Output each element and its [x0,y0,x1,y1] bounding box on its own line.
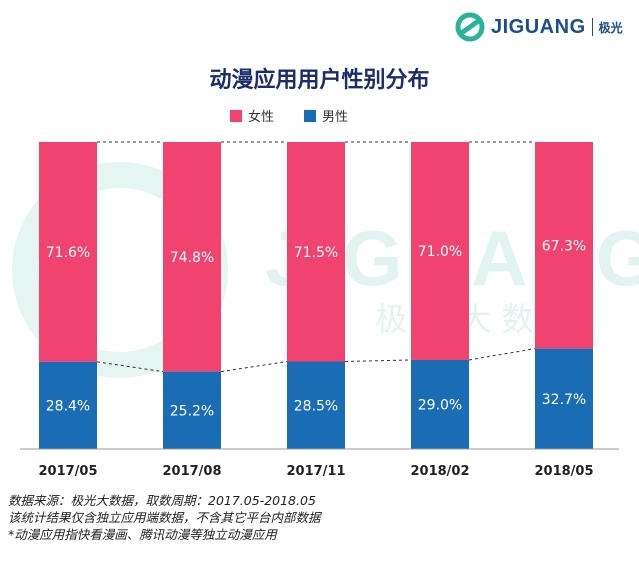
legend-item-female: 女性 [230,106,274,125]
brand-name: JIGUANG [491,15,586,38]
data-label-male: 28.4% [46,398,90,414]
x-tick-label: 2018/05 [534,464,593,479]
footnote-definition: *动漫应用指快看漫画、腾讯动漫等独立动漫应用 [8,527,277,542]
data-label-female: 74.8% [170,250,214,266]
bar-male [535,348,593,449]
jiguang-logo-icon [455,12,485,42]
legend-swatch-male [304,109,317,122]
footnote-source: 数据来源：极光大数据，取数周期：2017.05-2018.05 [8,493,316,508]
stacked-bar-chart: 71.6% 28.4% 2017/05 74.8% 25.2% 2017/08 71.5% 2… [20,141,619,479]
x-tick-label: 2017/08 [162,464,221,479]
legend-label-female: 女性 [248,110,275,125]
bar-female [287,142,345,362]
data-label-female: 67.3% [542,238,586,254]
boundary-connector-line [344,359,412,363]
brand-divider [591,18,593,36]
bar-female [163,142,221,372]
bar-male [287,361,345,449]
chart-title: 动漫应用用户性别分布 [209,68,430,93]
footnotes: 数据来源：极光大数据，取数周期：2017.05-2018.05 该统计结果仅含独… [8,492,321,543]
bar-female [39,142,97,362]
data-label-male: 29.0% [418,397,462,413]
bar-female [535,142,593,349]
data-label-male: 28.5% [294,398,338,414]
legend-item-male: 男性 [304,106,348,125]
bar-female [411,142,469,360]
data-label-female: 71.5% [294,245,338,261]
brand-name-cn: 极光 [598,20,623,35]
boundary-connector-line [468,348,536,361]
bar-male [39,361,97,449]
boundary-connector-line [220,361,288,373]
data-label-male: 25.2% [170,403,214,419]
legend-label-male: 男性 [322,110,349,125]
brand-logo: JIGUANG 极光 [455,12,623,42]
data-label-male: 32.7% [542,392,586,408]
bar-male [411,359,469,449]
data-label-female: 71.0% [418,244,462,260]
footnote-scope: 该统计结果仅含独立应用端数据，不含其它平台内部数据 [8,510,321,525]
x-tick-label: 2017/11 [286,464,345,479]
x-tick-label: 2018/02 [410,464,469,479]
bar-male [163,371,221,449]
chart-legend: 女性 男性 [230,106,378,125]
boundary-connector-line [96,361,164,373]
data-label-female: 71.6% [46,245,90,261]
x-tick-label: 2017/05 [38,464,97,479]
legend-swatch-female [230,109,242,122]
